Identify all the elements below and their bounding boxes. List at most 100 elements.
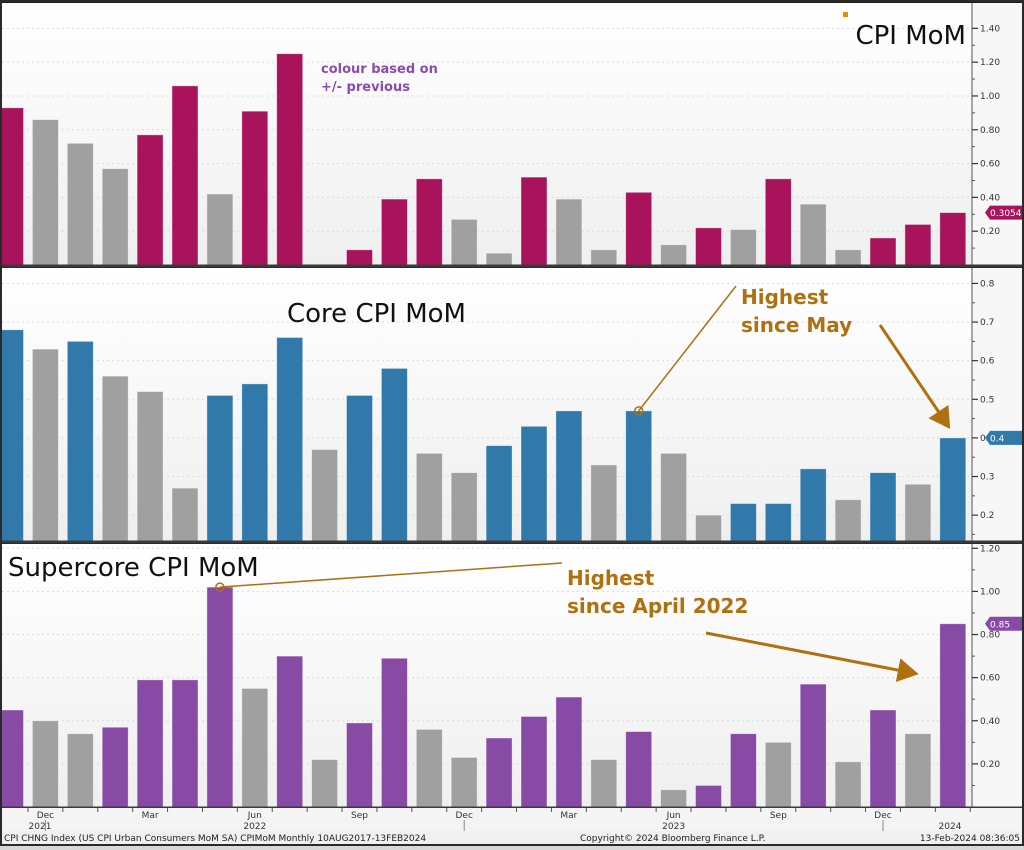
bar (904, 224, 932, 266)
y-axis-background (972, 3, 1022, 265)
bar (834, 761, 862, 808)
y-tick-label: 0.8 (980, 279, 995, 289)
y-axis-background (972, 268, 1022, 541)
x-month-label: Sep (351, 811, 368, 821)
bar (276, 337, 304, 542)
y-tick-label: 0.5 (980, 395, 994, 405)
bar (869, 237, 897, 266)
x-year-label: 2024 (939, 822, 962, 832)
bar (346, 249, 373, 266)
annotation-leader-line (638, 285, 737, 412)
last-value-label: 0.85 (990, 620, 1010, 630)
bar (171, 85, 199, 266)
bar (206, 193, 234, 266)
bar (241, 383, 269, 542)
y-tick-label: 0.6 (980, 357, 995, 367)
chart-panels: 0.20 0.40 0.60 0.80 1.00 1.20 1.40 0.3054 CPI Mo… (0, 3, 1024, 810)
x-month-label: Mar (560, 811, 577, 821)
annotation-arrow (705, 631, 919, 682)
bar (625, 410, 653, 542)
bar (590, 759, 618, 808)
bar (346, 395, 373, 542)
annotation-leader-line (219, 562, 563, 588)
panel-2: 0.20 0.40 0.60 0.80 1.00 1.20 0.85 Supercore CP… (0, 544, 1024, 810)
bar (939, 437, 967, 542)
bar (32, 119, 59, 266)
bar (730, 733, 757, 808)
x-axis-background (0, 808, 1024, 831)
bar (695, 514, 722, 542)
last-value-tag (985, 616, 1024, 631)
bar (660, 244, 687, 266)
bar (799, 468, 827, 542)
bar (346, 722, 373, 808)
y-tick-label: 1.20 (980, 58, 1000, 68)
bar (311, 759, 339, 808)
bar (520, 176, 548, 266)
panel-0: 0.20 0.40 0.60 0.80 1.00 1.20 1.40 0.3054 CPI Mo… (0, 3, 1024, 268)
bar (0, 709, 24, 808)
bar (101, 168, 129, 266)
bar (799, 203, 827, 266)
bar (625, 191, 653, 266)
bar (101, 726, 129, 808)
bar (171, 487, 199, 542)
bar (136, 134, 164, 266)
last-value-tag (985, 205, 1024, 220)
bar (485, 737, 513, 808)
y-tick-label: 1.00 (980, 587, 1000, 597)
bar (241, 688, 269, 808)
y-tick-label: 0.20 (980, 760, 1000, 770)
note-text: colour based on (321, 62, 438, 77)
panel-title: CPI MoM (855, 21, 966, 51)
bar (171, 679, 199, 808)
annotation-arrow (878, 324, 951, 429)
bar (660, 452, 687, 542)
bar (485, 445, 513, 542)
bar (834, 499, 862, 542)
x-month-label: Dec (455, 811, 472, 821)
bar (450, 218, 478, 266)
bar (311, 449, 339, 542)
bar (904, 483, 932, 542)
bar (136, 391, 164, 542)
bar (730, 229, 757, 266)
bar (869, 709, 897, 808)
x-month-label: Jun (666, 811, 681, 821)
x-month-label: Sep (770, 811, 787, 821)
bar (380, 367, 408, 542)
annotation-text: since April 2022 (567, 594, 748, 618)
bar (206, 395, 234, 542)
bar (695, 227, 722, 266)
bar (415, 728, 443, 808)
panel-title: Core CPI MoM (287, 299, 466, 329)
bar (555, 198, 583, 266)
annotation-point-marker (633, 406, 644, 416)
y-tick-label: 0.80 (980, 126, 1000, 136)
x-month-label: Dec (37, 811, 54, 821)
bar (450, 472, 478, 542)
legend-marker-icon (843, 12, 848, 17)
footer: CPI CHNG Index (US CPI Urban Consumers M… (0, 831, 1024, 850)
footer-bar (0, 831, 1024, 845)
bar (764, 741, 792, 808)
y-tick-label: 0.80 (980, 631, 1000, 641)
y-tick-label: 1.20 (980, 544, 1000, 554)
bar (241, 110, 269, 266)
bar (869, 472, 897, 542)
bar (904, 733, 932, 808)
x-year-label: 2021 (29, 822, 52, 832)
bar (695, 785, 722, 808)
bar (520, 716, 548, 808)
bar (380, 198, 408, 266)
bar (764, 503, 792, 542)
last-value-tag (985, 430, 1024, 445)
annotation-text: Highest (741, 285, 829, 309)
bar (415, 452, 443, 542)
y-tick-label: 1.40 (980, 24, 1000, 34)
x-month-label: Dec (874, 811, 891, 821)
bar (32, 720, 59, 808)
